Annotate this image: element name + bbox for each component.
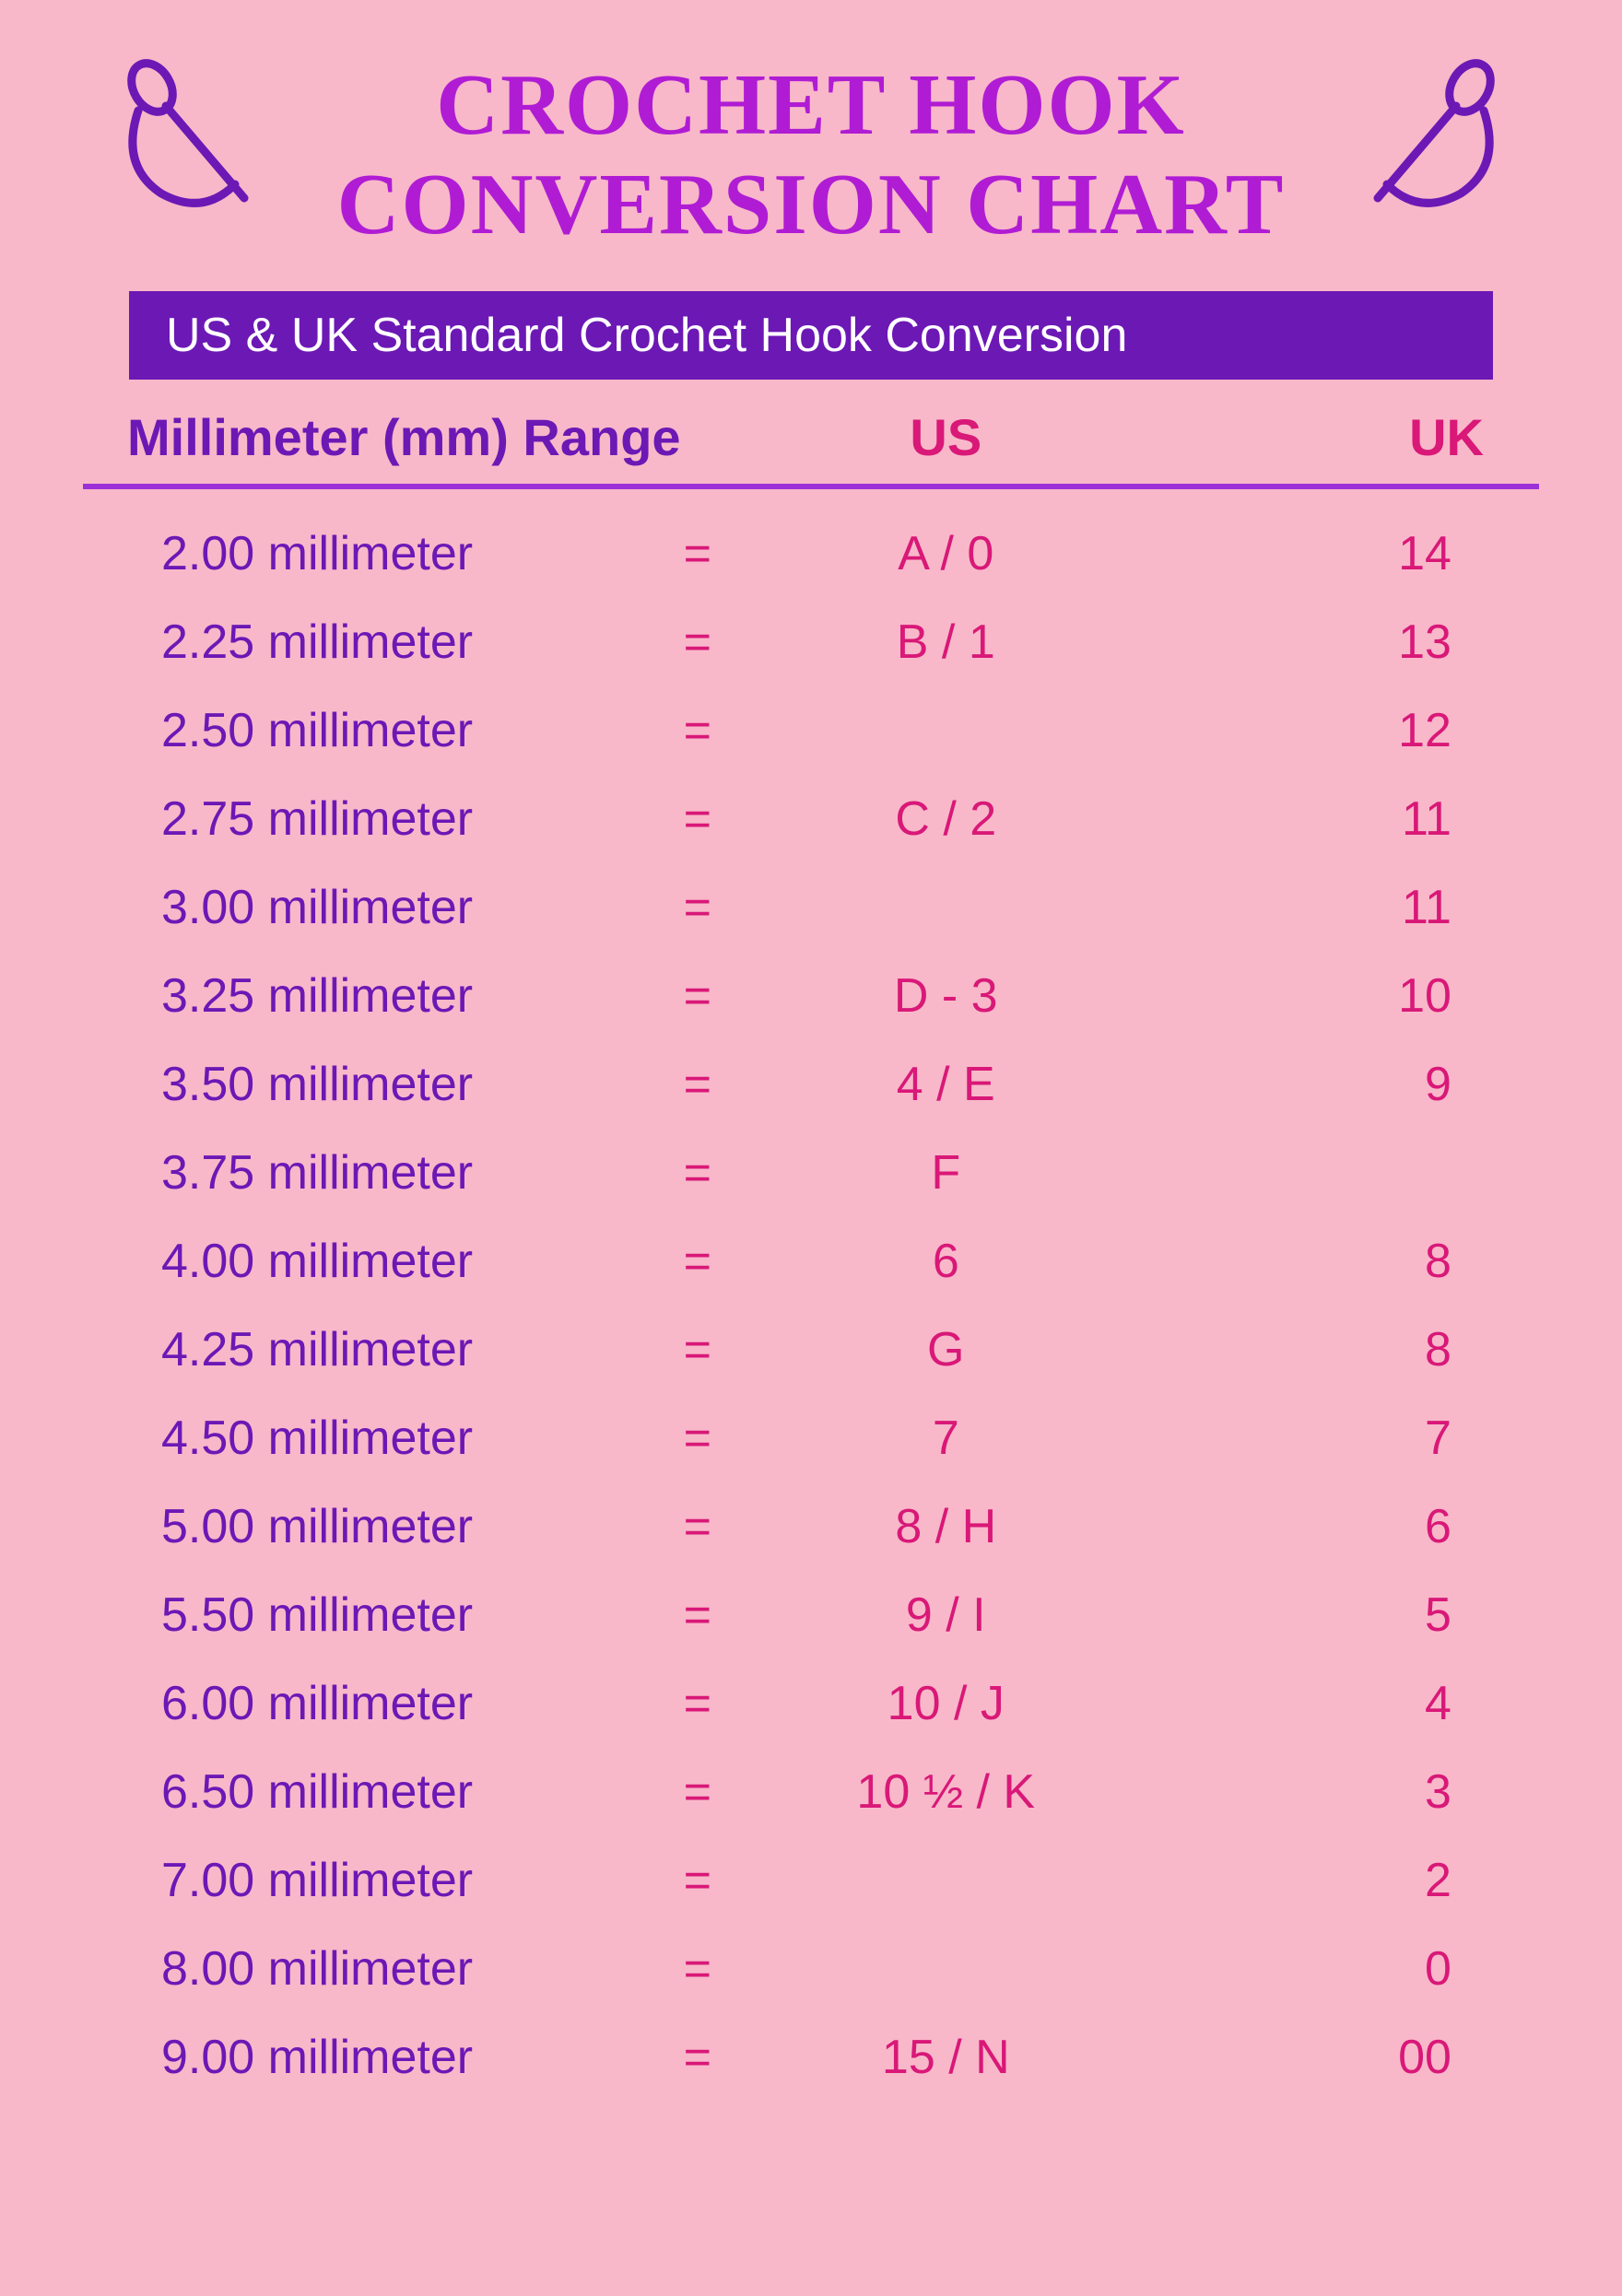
us-value: A / 0 <box>754 526 1137 581</box>
equals-sign: = <box>641 1941 754 1997</box>
table-row: 4.00 millimeter=68 <box>101 1234 1521 1289</box>
equals-sign: = <box>641 1587 754 1643</box>
uk-value: 0 <box>1137 1941 1521 1997</box>
us-value: 10 ½ / K <box>754 1764 1137 1820</box>
us-value: 4 / E <box>754 1057 1137 1112</box>
uk-value: 7 <box>1137 1411 1521 1466</box>
mm-value: 5.00 millimeter <box>101 1499 641 1554</box>
equals-sign: = <box>641 1853 754 1908</box>
mm-value: 4.25 millimeter <box>101 1322 641 1377</box>
us-value: 15 / N <box>754 2030 1137 2085</box>
uk-value: 3 <box>1137 1764 1521 1820</box>
table-row: 2.00 millimeter=A / 014 <box>101 526 1521 581</box>
mm-value: 2.25 millimeter <box>101 615 641 670</box>
us-value: B / 1 <box>754 615 1137 670</box>
us-value: 8 / H <box>754 1499 1137 1554</box>
equals-sign: = <box>641 1676 754 1731</box>
mm-value: 3.50 millimeter <box>101 1057 641 1112</box>
needle-icon <box>1355 55 1511 226</box>
equals-sign: = <box>641 2030 754 2085</box>
table-row: 5.50 millimeter=9 / I5 <box>101 1587 1521 1643</box>
equals-sign: = <box>641 615 754 670</box>
mm-value: 3.25 millimeter <box>101 968 641 1024</box>
header-mm: Millimeter (mm) Range <box>101 407 754 467</box>
equals-sign: = <box>641 1322 754 1377</box>
table-row: 2.75 millimeter=C / 211 <box>101 791 1521 847</box>
uk-value: 11 <box>1137 791 1521 847</box>
us-value: D - 3 <box>754 968 1137 1024</box>
subtitle-bar: US & UK Standard Crochet Hook Conversion <box>129 291 1493 380</box>
table-row: 6.00 millimeter=10 / J4 <box>101 1676 1521 1731</box>
us-value: 10 / J <box>754 1676 1137 1731</box>
table-row: 3.75 millimeter=F <box>101 1145 1521 1201</box>
us-value: C / 2 <box>754 791 1137 847</box>
title-line-1: CROCHET HOOK <box>436 57 1186 153</box>
uk-value: 5 <box>1137 1587 1521 1643</box>
equals-sign: = <box>641 1411 754 1466</box>
table-row: 8.00 millimeter= 0 <box>101 1941 1521 1997</box>
equals-sign: = <box>641 880 754 935</box>
equals-sign: = <box>641 526 754 581</box>
table-row: 2.25 millimeter=B / 113 <box>101 615 1521 670</box>
header-us: US <box>754 407 1137 467</box>
uk-value: 2 <box>1137 1853 1521 1908</box>
mm-value: 7.00 millimeter <box>101 1853 641 1908</box>
equals-sign: = <box>641 1145 754 1201</box>
equals-sign: = <box>641 968 754 1024</box>
table-row: 3.50 millimeter=4 / E9 <box>101 1057 1521 1112</box>
title-line-2: CONVERSION CHART <box>337 157 1286 252</box>
mm-value: 8.00 millimeter <box>101 1941 641 1997</box>
us-value: 9 / I <box>754 1587 1137 1643</box>
equals-sign: = <box>641 1764 754 1820</box>
uk-value: 14 <box>1137 526 1521 581</box>
uk-value: 13 <box>1137 615 1521 670</box>
table-row: 4.50 millimeter=77 <box>101 1411 1521 1466</box>
uk-value: 00 <box>1137 2030 1521 2085</box>
table-row: 6.50 millimeter=10 ½ / K3 <box>101 1764 1521 1820</box>
uk-value: 4 <box>1137 1676 1521 1731</box>
table-row: 3.00 millimeter= 11 <box>101 880 1521 935</box>
table-row: 5.00 millimeter=8 / H6 <box>101 1499 1521 1554</box>
chart-title: CROCHET HOOK CONVERSION CHART <box>83 55 1539 254</box>
table-row: 9.00 millimeter=15 / N00 <box>101 2030 1521 2085</box>
equals-sign: = <box>641 791 754 847</box>
uk-value: 6 <box>1137 1499 1521 1554</box>
uk-value: 12 <box>1137 703 1521 758</box>
table-row: 4.25 millimeter=G8 <box>101 1322 1521 1377</box>
us-value: 6 <box>754 1234 1137 1289</box>
table-row: 2.50 millimeter= 12 <box>101 703 1521 758</box>
equals-sign: = <box>641 1234 754 1289</box>
mm-value: 4.00 millimeter <box>101 1234 641 1289</box>
equals-sign: = <box>641 1499 754 1554</box>
table-row: 7.00 millimeter= 2 <box>101 1853 1521 1908</box>
table-row: 3.25 millimeter=D - 310 <box>101 968 1521 1024</box>
data-table: 2.00 millimeter=A / 0142.25 millimeter=B… <box>83 489 1539 2085</box>
mm-value: 9.00 millimeter <box>101 2030 641 2085</box>
mm-value: 2.00 millimeter <box>101 526 641 581</box>
uk-value: 11 <box>1137 880 1521 935</box>
chart-header: CROCHET HOOK CONVERSION CHART <box>83 55 1539 254</box>
column-headers: Millimeter (mm) Range US UK <box>83 407 1539 489</box>
mm-value: 2.75 millimeter <box>101 791 641 847</box>
mm-value: 3.00 millimeter <box>101 880 641 935</box>
mm-value: 6.50 millimeter <box>101 1764 641 1820</box>
us-value: G <box>754 1322 1137 1377</box>
needle-icon <box>111 55 267 226</box>
mm-value: 2.50 millimeter <box>101 703 641 758</box>
mm-value: 5.50 millimeter <box>101 1587 641 1643</box>
mm-value: 3.75 millimeter <box>101 1145 641 1201</box>
header-uk: UK <box>1137 407 1521 467</box>
uk-value: 10 <box>1137 968 1521 1024</box>
equals-sign: = <box>641 1057 754 1112</box>
equals-sign: = <box>641 703 754 758</box>
us-value: F <box>754 1145 1137 1201</box>
uk-value: 8 <box>1137 1234 1521 1289</box>
uk-value: 8 <box>1137 1322 1521 1377</box>
mm-value: 4.50 millimeter <box>101 1411 641 1466</box>
uk-value: 9 <box>1137 1057 1521 1112</box>
mm-value: 6.00 millimeter <box>101 1676 641 1731</box>
us-value: 7 <box>754 1411 1137 1466</box>
